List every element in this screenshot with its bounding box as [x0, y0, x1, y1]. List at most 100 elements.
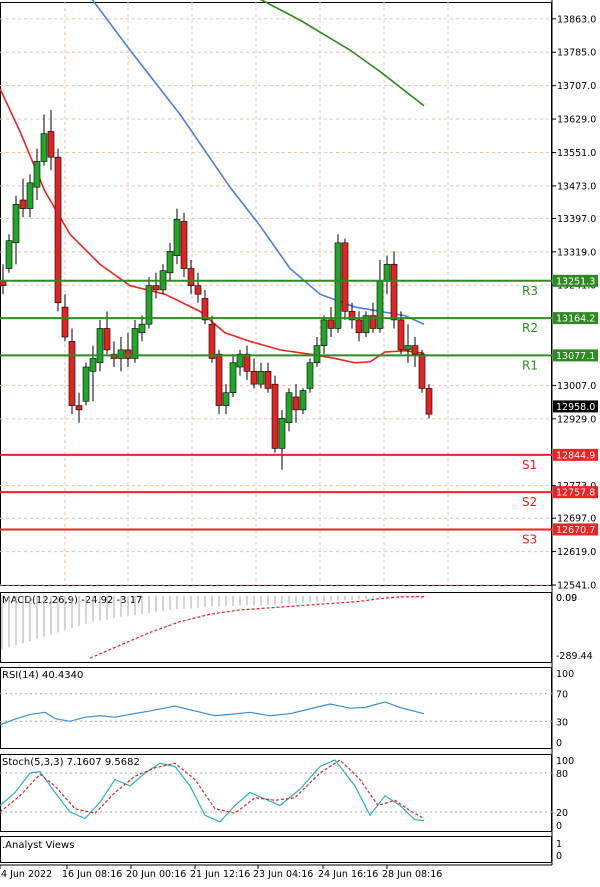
candle-body [124, 349, 132, 359]
candle-body [348, 311, 356, 321]
candle-body [271, 383, 279, 449]
candle-body [68, 341, 76, 406]
level-badge-r2 [553, 312, 598, 325]
candle-body [362, 315, 370, 334]
candle-body [390, 263, 398, 321]
rsi-tick: 100 [556, 669, 574, 680]
x-tick-label: 16 Jun 08:16 [62, 869, 122, 880]
candle-body [47, 131, 55, 158]
candle-body [215, 353, 223, 406]
candle-body [411, 345, 419, 355]
candle-body [418, 353, 426, 389]
candle-body [376, 281, 384, 329]
candle-body [383, 263, 391, 282]
candle-body [201, 298, 209, 321]
current-price-label: 12958.0 [556, 402, 595, 413]
candle-body [0, 281, 7, 286]
rsi-line-0 [0, 701, 425, 726]
y-tick-label: 12929.0 [557, 414, 596, 425]
y-tick-label: 12697.0 [557, 514, 596, 525]
candle-body [180, 221, 188, 269]
candle-body [19, 199, 27, 209]
y-tick-label: 13473.0 [557, 181, 596, 192]
moving-average-line-2 [0, 88, 425, 364]
y-tick-label: 13707.0 [557, 81, 596, 92]
candle-body [369, 315, 377, 329]
y-tick-label: 13863.0 [557, 14, 596, 25]
stoch-line-1 [0, 759, 425, 820]
rsi-tick: 30 [556, 717, 568, 728]
stoch-tick: 0 [556, 821, 562, 832]
x-tick-label: 23 Jun 04:16 [253, 869, 313, 880]
level-badge-s2 [553, 486, 598, 499]
candle-body [397, 319, 405, 351]
y-tick-label: 12619.0 [557, 547, 596, 558]
macd-tick-top: 0.09 [556, 593, 577, 604]
level-name-r2: R2 [522, 321, 538, 335]
level-value-s3: 12670.7 [556, 525, 595, 536]
candle-body [229, 362, 237, 394]
candle-body [40, 133, 48, 162]
candle-body [320, 319, 328, 346]
x-tick-label: 14 Jun 2022 [0, 869, 52, 880]
rsi-tick: 0 [556, 738, 562, 749]
level-badge-s3 [553, 523, 598, 536]
candle-body [306, 362, 314, 389]
candle-body [33, 161, 41, 188]
stoch-tick: 80 [556, 769, 568, 780]
current-price-badge [553, 400, 598, 413]
rsi-title: RSI(14) 40.4340 [2, 670, 83, 681]
level-name-s1: S1 [522, 458, 537, 472]
macd-tick-bottom: -289.44 [556, 651, 593, 662]
candle-body [89, 358, 97, 372]
candle-body [222, 392, 230, 406]
y-tick-label: 13551.0 [557, 148, 596, 159]
level-name-s2: S2 [522, 495, 537, 509]
candle-body [187, 268, 195, 286]
candle-body [334, 242, 342, 329]
rsi-tick: 70 [556, 690, 568, 701]
moving-average-line-0 [259, 0, 425, 107]
analyst-tick: 0 [556, 851, 562, 862]
stoch-title: Stoch(5,3,3) 7.1607 9.5682 [2, 757, 140, 768]
stoch-tick: 100 [556, 756, 574, 767]
analyst-title: .Analyst Views [2, 840, 74, 851]
stoch-line-0 [0, 759, 425, 823]
candle-body [194, 285, 202, 295]
candle-body [404, 345, 412, 351]
candle-body [54, 156, 62, 304]
level-value-r3: 13251.3 [556, 276, 595, 287]
level-value-r1: 13077.1 [556, 351, 595, 362]
candle-body [425, 388, 433, 415]
candle-body [208, 323, 216, 359]
y-tick-label: 13397.0 [557, 214, 596, 225]
candle-body [278, 418, 286, 449]
candle-body [341, 242, 349, 312]
level-value-s2: 12757.8 [556, 488, 595, 499]
level-badge-r1 [553, 349, 598, 362]
x-tick-label: 21 Jun 12:16 [190, 869, 250, 880]
candle-body [327, 319, 335, 329]
candle-body [313, 345, 321, 364]
level-badge-r3 [553, 274, 598, 287]
candle-body [103, 328, 111, 351]
analyst-tick: 1 [556, 839, 562, 850]
candle-body [264, 371, 272, 389]
macd-tick-overlay: 0.00 [556, 593, 577, 604]
panel-frame-price [0, 2, 552, 586]
y-tick-label: 13319.0 [557, 247, 596, 258]
candle-body [257, 371, 265, 385]
candle-body [285, 392, 293, 423]
candle-body [166, 251, 174, 274]
y-tick-label: 13007.0 [557, 381, 596, 392]
moving-average-line-1 [91, 0, 425, 325]
x-tick-label: 28 Jun 08:16 [382, 869, 442, 880]
candle-body [173, 218, 181, 256]
candle-body [26, 182, 34, 209]
x-tick-label: 20 Jun 00:16 [126, 869, 186, 880]
candle-body [299, 390, 307, 411]
candle-body [138, 323, 146, 334]
candle-body [75, 405, 83, 411]
x-tick-label: 24 Jun 16:16 [318, 869, 378, 880]
